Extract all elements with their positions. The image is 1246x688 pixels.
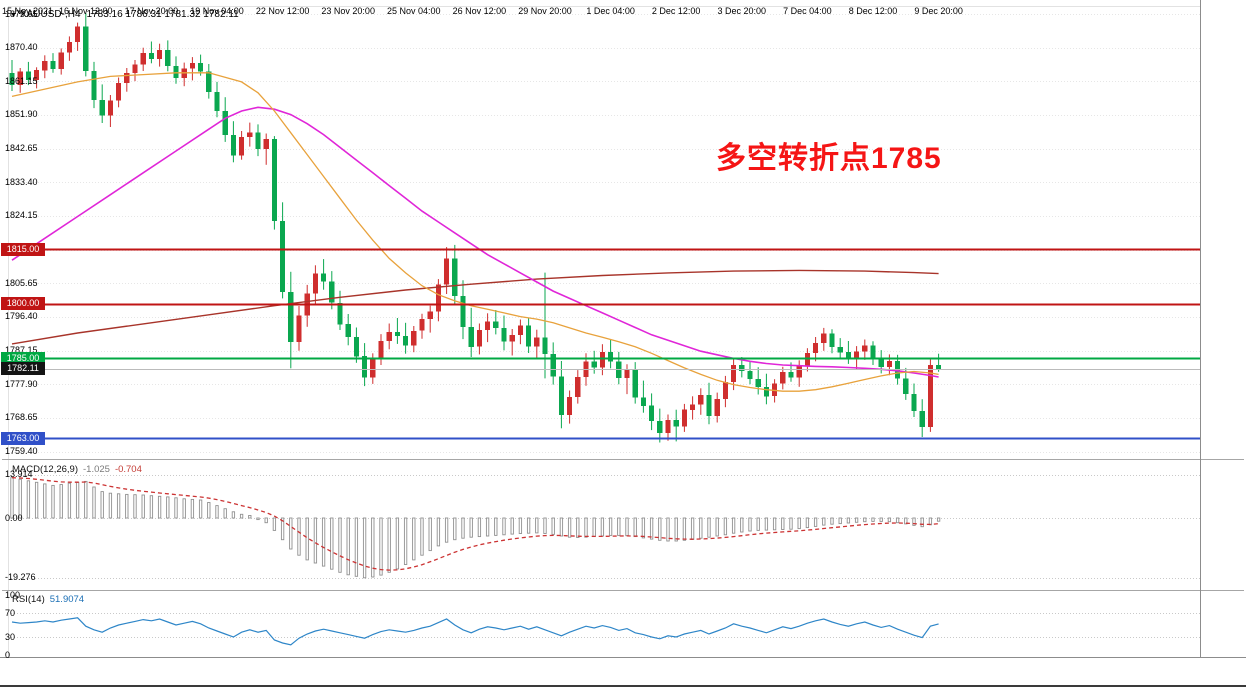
- time-label: 16 Nov 12:00: [59, 6, 113, 16]
- price-tick-label: 1851.90: [5, 109, 38, 120]
- rsi-pane[interactable]: [8, 591, 1200, 657]
- price-tick-label: 1768.65: [5, 412, 38, 423]
- rsi-tick-label: 100: [5, 589, 21, 600]
- price-tick-label: 1833.40: [5, 176, 38, 187]
- time-label: 22 Nov 12:00: [255, 6, 310, 16]
- hline-price-badge: 1785.00: [1, 351, 45, 365]
- price-tick-label: 1870.40: [5, 42, 38, 53]
- hline-price-badge: 1815.00: [1, 242, 45, 256]
- macd-pane[interactable]: [8, 461, 1200, 589]
- price-tick-label: 1796.40: [5, 311, 38, 322]
- macd-tick-label: 13.914: [5, 469, 33, 480]
- dropdown-arrow-icon: ▼: [10, 12, 17, 19]
- ma-slow-line: [11, 106, 939, 378]
- hline-price-badge: 1800.00: [1, 297, 45, 311]
- rsi-tick-label: 30: [5, 631, 16, 642]
- rsi-value: 51.9074: [49, 594, 85, 605]
- grid-layer: [8, 14, 1200, 638]
- time-label: 2 Dec 12:00: [651, 6, 701, 16]
- hline-price-badge: 1763.00: [1, 431, 45, 445]
- rsi-line: [11, 617, 939, 646]
- macd-signal-value: -0.704: [114, 464, 142, 475]
- price-tick-label: 1861.15: [5, 75, 38, 86]
- price-tick-label: 1787.15: [5, 345, 38, 356]
- time-label: 29 Nov 20:00: [518, 6, 572, 16]
- main-chart-pane[interactable]: [8, 6, 1200, 459]
- current-price-badge: 1782.11: [1, 362, 45, 376]
- ma-long-line: [11, 269, 939, 345]
- rsi-tick-label: 70: [5, 607, 16, 618]
- time-label: 19 Nov 04:00: [190, 6, 244, 16]
- rsi-tick-label: 0: [5, 649, 11, 660]
- price-tick-label: 1842.65: [5, 143, 38, 154]
- price-tick-label: 1777.90: [5, 378, 38, 389]
- price-tick-label: 1824.15: [5, 210, 38, 221]
- price-tick-label: 1879.65: [5, 8, 38, 19]
- macd-name: MACD(12,26,9): [12, 464, 78, 475]
- time-label: 17 Nov 20:00: [124, 6, 179, 16]
- macd-tick-label: 0.00: [5, 512, 23, 523]
- price-axis[interactable]: 1879.65 1870.40 1861.15 1851.90 1842.65 1833.…: [0, 0, 46, 660]
- macd-histogram-layer: [10, 477, 941, 579]
- ohlc-values: 1783.16 1786.31 1781.32 1782.11: [86, 9, 239, 20]
- time-label: 15 Nov 2021: [2, 6, 54, 16]
- time-label: 3 Dec 20:00: [717, 6, 767, 16]
- price-annotation: 多空转折点1785: [716, 142, 942, 175]
- macd-value: -1.025: [83, 464, 110, 475]
- rsi-indicator-label: RSI(14) 51.9074: [12, 594, 84, 605]
- time-label: 9 Dec 20:00: [914, 6, 963, 16]
- macd-signal-line: [11, 477, 939, 571]
- price-tick-label: 1759.40: [5, 446, 38, 457]
- time-label: 25 Nov 04:00: [387, 6, 441, 16]
- candlestick-layer: [9, 13, 942, 443]
- time-label: 7 Dec 04:00: [783, 6, 832, 16]
- price-tick-label: 1805.65: [5, 277, 38, 288]
- time-label: 8 Dec 12:00: [848, 6, 898, 16]
- horizontal-levels-layer: [8, 248, 1200, 440]
- time-label: 1 Dec 04:00: [586, 6, 635, 16]
- macd-tick-label: -19.276: [5, 572, 36, 583]
- macd-indicator-label: MACD(12,26,9) -1.025 -0.704: [12, 464, 142, 475]
- chart-title: ▼ XAUUSD-,H4 1783.16 1786.31 1781.32 1782.…: [10, 9, 239, 20]
- symbol-period-label: XAUUSD-,H4: [19, 9, 81, 20]
- time-label: 26 Nov 12:00: [452, 6, 507, 16]
- ma-fast-line: [11, 72, 939, 392]
- rsi-name: RSI(14): [12, 594, 45, 605]
- time-label: 23 Nov 20:00: [321, 6, 375, 16]
- time-axis[interactable]: 15 Nov 2021 16 Nov 12:00 17 Nov 20:00 19 No…: [0, 6, 1246, 686]
